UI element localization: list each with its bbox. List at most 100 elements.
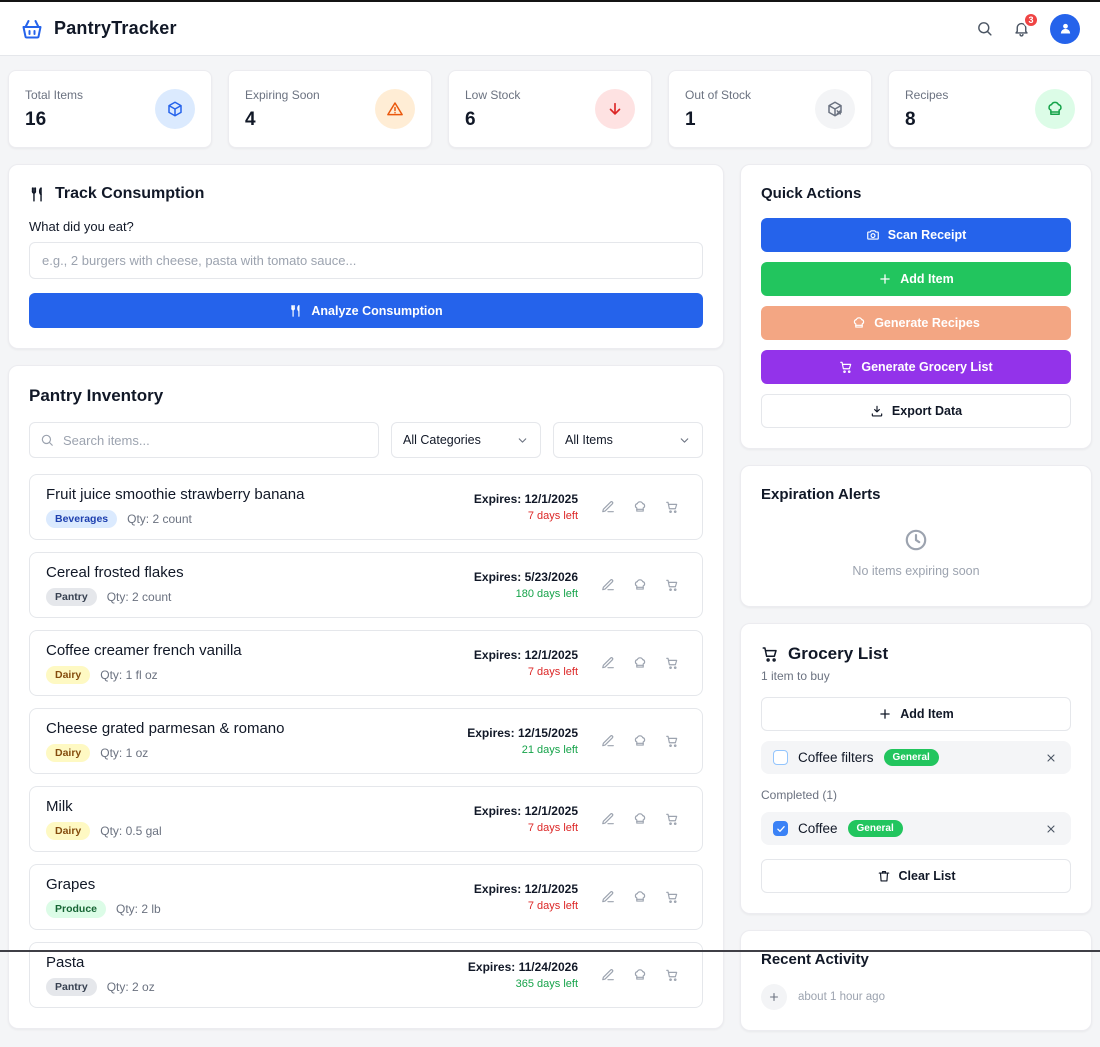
cart-icon	[665, 890, 679, 904]
grocery-item-name: Coffee	[798, 821, 838, 836]
edit-item-button[interactable]	[594, 961, 622, 989]
edit-item-button[interactable]	[594, 727, 622, 755]
item-info: Fruit juice smoothie strawberry banana B…	[46, 486, 304, 528]
edit-item-button[interactable]	[594, 571, 622, 599]
plus-icon	[878, 707, 892, 721]
stats-row: Total Items 16 Expiring Soon 4 Low Stock…	[0, 56, 1100, 148]
consumption-question-label: What did you eat?	[29, 219, 703, 234]
add-to-grocery-button[interactable]	[658, 571, 686, 599]
edit-item-button[interactable]	[594, 493, 622, 521]
chef-hat-icon	[852, 316, 866, 330]
recipe-item-button[interactable]	[626, 883, 654, 911]
chef-hat-icon	[633, 578, 647, 592]
add-to-grocery-button[interactable]	[658, 493, 686, 521]
item-actions: Expires: 12/1/2025 7 days left	[474, 492, 686, 522]
item-actions: Expires: 12/1/2025 7 days left	[474, 882, 686, 912]
export-data-label: Export Data	[892, 404, 962, 418]
add-to-grocery-button[interactable]	[658, 649, 686, 677]
chevron-down-icon	[516, 434, 529, 447]
clear-grocery-list-label: Clear List	[899, 869, 956, 883]
add-item-button[interactable]: Add Item	[761, 262, 1071, 296]
cart-icon	[665, 500, 679, 514]
recent-activity-title: Recent Activity	[761, 951, 1071, 968]
grocery-item-checkbox[interactable]	[773, 821, 788, 836]
grocery-item-checkbox[interactable]	[773, 750, 788, 765]
app-header: PantryTracker 3	[0, 2, 1100, 56]
add-to-grocery-button[interactable]	[658, 805, 686, 833]
item-name: Milk	[46, 798, 162, 815]
export-data-button[interactable]: Export Data	[761, 394, 1071, 428]
remove-grocery-item-button[interactable]	[1043, 750, 1059, 766]
add-to-grocery-button[interactable]	[658, 727, 686, 755]
generate-grocery-list-label: Generate Grocery List	[861, 360, 992, 374]
brand: PantryTracker	[20, 17, 177, 41]
add-to-grocery-button[interactable]	[658, 883, 686, 911]
grocery-item-category-badge: General	[884, 749, 939, 766]
basket-icon	[20, 17, 44, 41]
add-to-grocery-button[interactable]	[658, 961, 686, 989]
inventory-search-input[interactable]	[29, 422, 379, 458]
item-name: Cheese grated parmesan & romano	[46, 720, 284, 737]
pencil-icon	[601, 656, 615, 670]
edit-item-button[interactable]	[594, 805, 622, 833]
quick-actions-buttons: Scan Receipt Add Item Generate Recipes G…	[761, 218, 1071, 428]
analyze-consumption-button[interactable]: Analyze Consumption	[29, 293, 703, 328]
edit-item-button[interactable]	[594, 883, 622, 911]
recipe-item-button[interactable]	[626, 727, 654, 755]
category-badge: Beverages	[46, 510, 117, 528]
stat-card-out-of-stock: Out of Stock 1	[668, 70, 872, 148]
remove-grocery-item-button[interactable]	[1043, 821, 1059, 837]
stat-value: 16	[25, 109, 83, 131]
search-button[interactable]	[976, 20, 993, 37]
clear-grocery-list-button[interactable]: Clear List	[761, 859, 1071, 893]
recipe-item-button[interactable]	[626, 805, 654, 833]
pencil-icon	[601, 890, 615, 904]
recipe-item-button[interactable]	[626, 571, 654, 599]
pantry-inventory-title: Pantry Inventory	[29, 386, 703, 406]
days-left: 7 days left	[474, 666, 578, 678]
item-meta: Dairy Qty: 1 oz	[46, 744, 284, 762]
generate-recipes-button[interactable]: Generate Recipes	[761, 306, 1071, 340]
grocery-item-name: Coffee filters	[798, 750, 874, 765]
grocery-list-card: Grocery List 1 item to buy Add Item Coff…	[740, 623, 1092, 914]
grocery-add-item-label: Add Item	[900, 707, 953, 721]
stock-filter-select[interactable]: All Items	[553, 422, 703, 458]
pencil-icon	[601, 734, 615, 748]
stat-value: 1	[685, 109, 751, 131]
recipe-item-button[interactable]	[626, 961, 654, 989]
avatar[interactable]	[1050, 14, 1080, 44]
stat-value: 8	[905, 109, 948, 131]
item-quantity: Qty: 0.5 gal	[100, 824, 161, 838]
pencil-icon	[601, 812, 615, 826]
plus-icon	[878, 272, 892, 286]
pencil-icon	[601, 968, 615, 982]
item-quantity: Qty: 2 count	[127, 512, 192, 526]
item-meta: Dairy Qty: 0.5 gal	[46, 822, 162, 840]
item-actions: Expires: 12/1/2025 7 days left	[474, 804, 686, 834]
notifications-button[interactable]: 3	[1013, 20, 1030, 37]
item-meta: Dairy Qty: 1 fl oz	[46, 666, 242, 684]
grocery-completed-items: Coffee General	[761, 802, 1071, 845]
add-item-label: Add Item	[900, 272, 953, 286]
days-left: 365 days left	[468, 978, 578, 990]
grocery-add-item-button[interactable]: Add Item	[761, 697, 1071, 731]
scan-receipt-button[interactable]: Scan Receipt	[761, 218, 1071, 252]
edit-item-button[interactable]	[594, 649, 622, 677]
generate-grocery-list-button[interactable]: Generate Grocery List	[761, 350, 1071, 384]
grocery-item-row: Coffee filters General	[761, 741, 1071, 774]
expiry-date: Expires: 12/1/2025	[474, 492, 578, 506]
consumption-input[interactable]	[29, 242, 703, 279]
expiry-date: Expires: 12/1/2025	[474, 804, 578, 818]
close-icon	[1045, 752, 1057, 764]
stat-value: 4	[245, 109, 320, 131]
recipe-item-button[interactable]	[626, 649, 654, 677]
days-left: 7 days left	[474, 900, 578, 912]
stat-card-total-items: Total Items 16	[8, 70, 212, 148]
category-filter-select[interactable]: All Categories	[391, 422, 541, 458]
track-consumption-title: Track Consumption	[29, 185, 703, 203]
category-badge: Dairy	[46, 822, 90, 840]
stock-filter-value: All Items	[565, 433, 613, 447]
download-icon	[870, 404, 884, 418]
recipe-item-button[interactable]	[626, 493, 654, 521]
recent-activity-card: Recent Activity about 1 hour ago	[740, 930, 1092, 1031]
